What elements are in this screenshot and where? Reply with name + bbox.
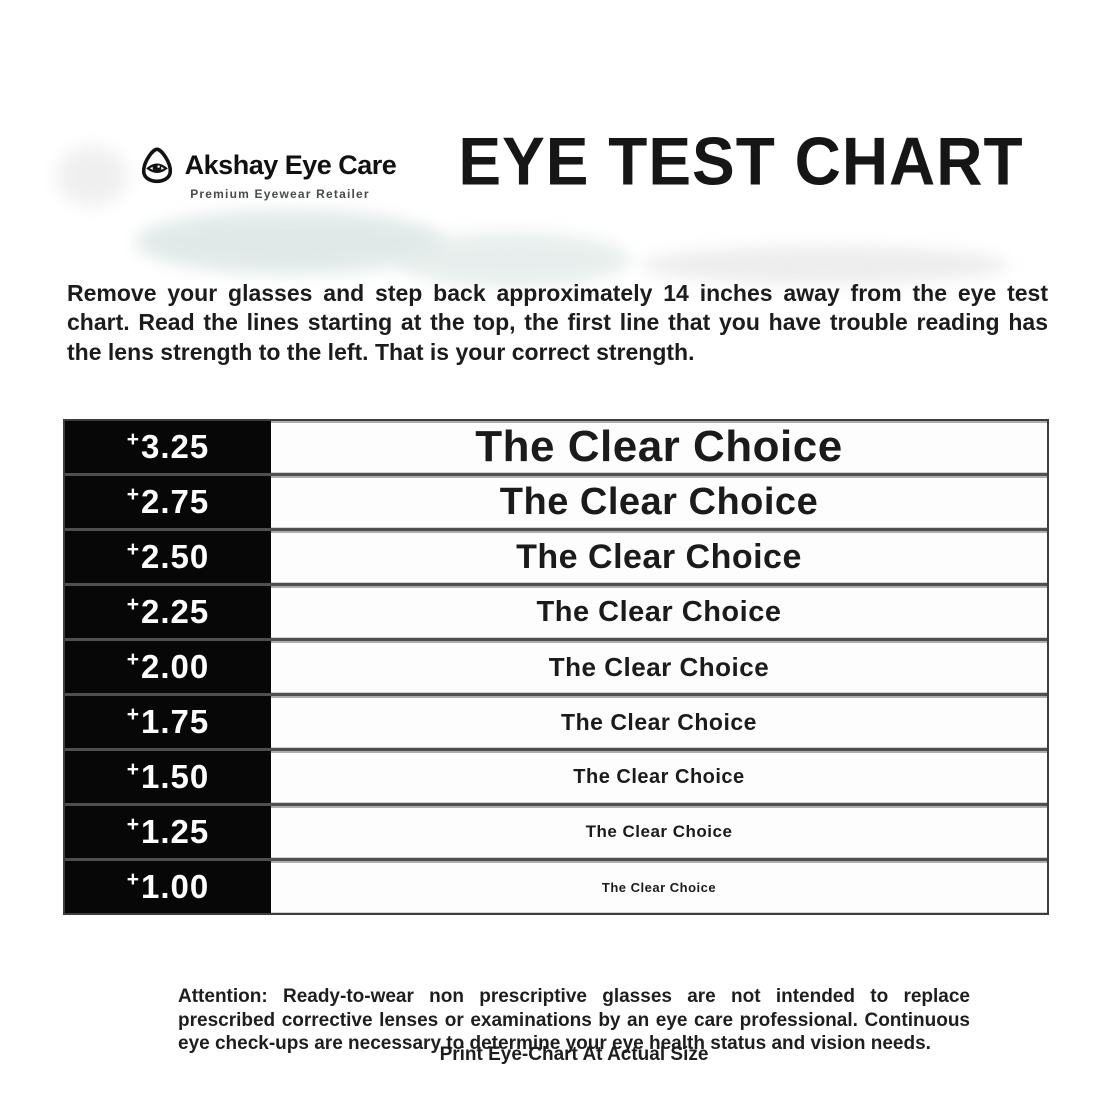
sample-text-cell: The Clear Choice [271, 641, 1047, 693]
lens-strength-cell: +2.50 [65, 531, 271, 583]
strength-plus-sign: + [126, 538, 141, 561]
strength-plus-sign: + [126, 868, 141, 891]
lens-strength-cell: +3.25 [65, 421, 271, 473]
watermark-glasses-ghost [135, 210, 445, 274]
sample-text: The Clear Choice [585, 822, 733, 841]
lens-strength-cell: +2.25 [65, 586, 271, 638]
lens-strength-cell: +2.75 [65, 476, 271, 528]
brand-logo-row: Akshay Eye Care [122, 146, 412, 184]
strength-plus-sign: + [126, 648, 141, 671]
lens-strength-cell: +1.50 [65, 751, 271, 803]
strength-plus-sign: + [126, 813, 141, 836]
sample-text-cell: The Clear Choice [271, 586, 1047, 638]
sample-text: The Clear Choice [516, 537, 802, 576]
strength-value: 2.25 [141, 593, 210, 630]
brand-tagline: Premium Eyewear Retailer [190, 187, 370, 201]
sample-text: The Clear Choice [536, 595, 782, 628]
brand-logo: Akshay Eye Care Premium Eyewear Retailer [122, 146, 412, 201]
brand-name: Akshay Eye Care [184, 149, 397, 180]
chart-row: +3.25 The Clear Choice [65, 421, 1047, 476]
strength-value: 1.50 [141, 758, 210, 795]
strength-value: 1.75 [141, 703, 210, 740]
chart-row: +2.75 The Clear Choice [65, 476, 1047, 531]
strength-plus-sign: + [126, 758, 141, 781]
strength-value: 1.00 [141, 868, 210, 905]
strength-plus-sign: + [126, 703, 141, 726]
attention-label: Attention: [178, 986, 268, 1007]
sample-text: The Clear Choice [475, 422, 843, 471]
lens-strength-cell: +1.75 [65, 696, 271, 748]
chart-row: +1.50 The Clear Choice [65, 751, 1047, 806]
chart-row: +2.25 The Clear Choice [65, 586, 1047, 641]
chart-row: +2.00 The Clear Choice [65, 641, 1047, 696]
instructions-text: Remove your glasses and step back approx… [67, 280, 1048, 365]
lens-strength-cell: +2.00 [65, 641, 271, 693]
strength-value: 2.75 [141, 483, 210, 520]
sample-text: The Clear Choice [601, 879, 717, 895]
strength-value: 3.25 [141, 428, 210, 465]
sample-text-cell: The Clear Choice [271, 421, 1047, 473]
sample-text: The Clear Choice [573, 765, 745, 788]
attention-text: Ready-to-wear non prescriptive glasses a… [178, 986, 970, 1055]
chart-row: +1.00 The Clear Choice [65, 861, 1047, 913]
strength-plus-sign: + [126, 483, 141, 506]
chart-row: +1.75 The Clear Choice [65, 696, 1047, 751]
sample-text-cell: The Clear Choice [271, 531, 1047, 583]
sample-text-cell: The Clear Choice [271, 696, 1047, 748]
eye-logo-icon [138, 146, 176, 184]
chart-row: +1.25 The Clear Choice [65, 806, 1047, 861]
strength-value: 2.50 [141, 538, 210, 575]
print-note: Print Eye-Chart At Actual Size [439, 1044, 709, 1065]
sample-text-cell: The Clear Choice [271, 861, 1047, 913]
sample-text: The Clear Choice [561, 708, 757, 735]
lens-strength-cell: +1.25 [65, 806, 271, 858]
sample-text-cell: The Clear Choice [271, 476, 1047, 528]
strength-value: 2.00 [141, 648, 210, 685]
eye-chart-table: +3.25 The Clear Choice +2.75 The Clear C… [63, 419, 1049, 915]
sample-text-cell: The Clear Choice [271, 806, 1047, 858]
strength-value: 1.25 [141, 813, 210, 850]
sample-text-cell: The Clear Choice [271, 751, 1047, 803]
watermark-blob [56, 146, 128, 206]
strength-plus-sign: + [126, 428, 141, 451]
sample-text: The Clear Choice [499, 480, 819, 523]
sample-text: The Clear Choice [548, 651, 770, 682]
page-title: EYE TEST CHART [458, 122, 1024, 200]
chart-row: +2.50 The Clear Choice [65, 531, 1047, 586]
attention-note: Attention: Ready-to-wear non prescriptiv… [178, 985, 970, 1056]
lens-strength-cell: +1.00 [65, 861, 271, 913]
strength-plus-sign: + [126, 593, 141, 616]
